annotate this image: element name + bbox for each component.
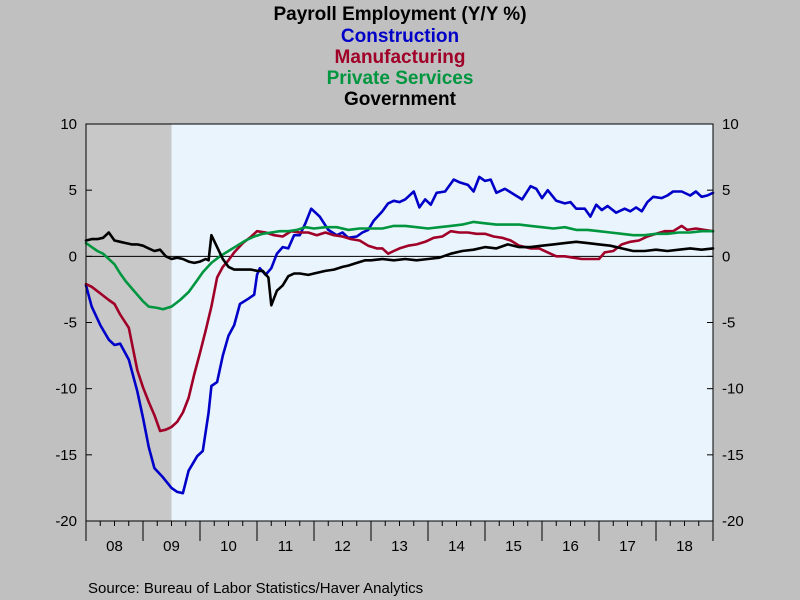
x-tick-label: 10: [220, 538, 237, 555]
left-y-tick-label: 5: [69, 182, 77, 199]
x-tick-label: 12: [334, 538, 351, 555]
left-y-tick-label: -15: [55, 447, 77, 464]
legend-item-manufacturing: Manufacturing: [335, 47, 466, 68]
plot-area: [86, 124, 713, 521]
right-y-tick-label: 10: [722, 116, 739, 133]
legend-item-construction: Construction: [341, 26, 459, 47]
left-y-tick-label: 10: [60, 116, 77, 133]
x-axis: 08 09 10 11 12 13 14 15 16 17 18: [85, 521, 714, 555]
x-tick-label: 14: [448, 538, 465, 555]
x-tick-label: 13: [391, 538, 408, 555]
legend-item-government: Government: [344, 89, 457, 110]
x-tick-label: 08: [106, 538, 123, 555]
series-line-private-services: [84, 220, 715, 311]
right-y-tick-label: -15: [722, 447, 744, 464]
left-y-tick-label: 0: [69, 248, 77, 265]
right-y-tick-label: -5: [722, 315, 735, 332]
series-line-government: [84, 231, 715, 307]
x-tick-label: 09: [163, 538, 180, 555]
left-y-axis: 10 5 0 -5 -10 -15 -20: [55, 116, 92, 530]
series-line-manufacturing: [84, 224, 715, 433]
x-tick-label: 11: [278, 538, 294, 555]
series-lines: [84, 175, 715, 495]
legend-item-private-services: Private Services: [327, 68, 474, 89]
left-y-tick-label: -5: [64, 315, 77, 332]
x-tick-label: 15: [505, 538, 522, 555]
right-y-tick-label: -20: [722, 513, 744, 530]
left-y-tick-label: -10: [55, 381, 77, 398]
right-y-axis: 10 5 0 -5 -10 -15 -20: [707, 116, 744, 530]
chart-title: Payroll Employment (Y/Y %): [273, 4, 526, 25]
left-y-tick-label: -20: [55, 513, 77, 530]
series-line-construction: [84, 175, 715, 495]
right-y-tick-label: -10: [722, 381, 744, 398]
x-tick-label: 17: [619, 538, 636, 555]
right-y-tick-label: 5: [722, 182, 730, 199]
x-tick-label: 16: [562, 538, 579, 555]
right-y-tick-label: 0: [722, 248, 730, 265]
x-tick-label: 18: [676, 538, 693, 555]
source-note: Source: Bureau of Labor Statistics/Haver…: [88, 580, 423, 597]
